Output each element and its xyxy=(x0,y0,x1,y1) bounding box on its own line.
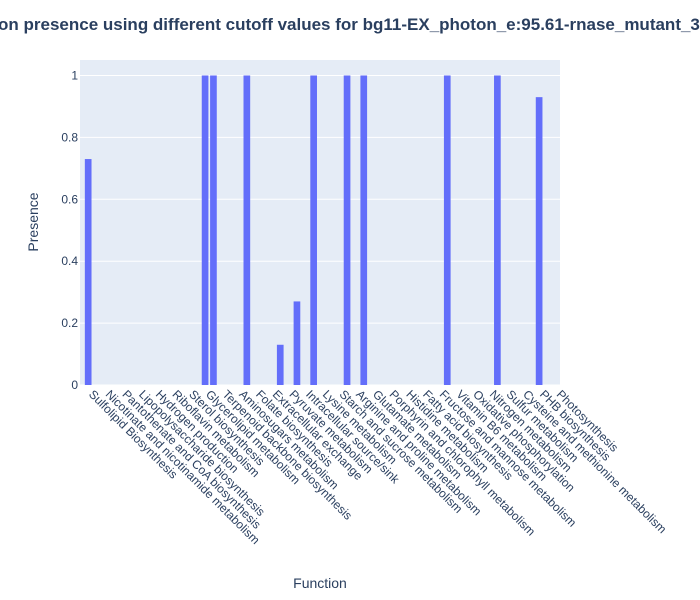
y-axis-title: Presence xyxy=(25,192,41,251)
y-tick-label: 0.6 xyxy=(61,192,78,206)
bar xyxy=(443,75,451,385)
bar xyxy=(360,75,368,385)
plot-area xyxy=(80,60,560,385)
bar xyxy=(293,301,301,385)
bar xyxy=(84,159,92,385)
bar xyxy=(535,97,543,386)
bar xyxy=(201,75,209,385)
bar xyxy=(343,75,351,385)
y-tick-label: 0.2 xyxy=(61,316,78,330)
y-tick-label: 0.4 xyxy=(61,254,78,268)
x-axis-title: Function xyxy=(293,575,347,591)
chart-title: on presence using different cutoff value… xyxy=(0,15,700,34)
bar xyxy=(276,344,284,385)
bar xyxy=(243,75,251,385)
y-tick-label: 0 xyxy=(71,378,78,392)
bar xyxy=(494,75,501,385)
bar xyxy=(310,75,317,385)
bar xyxy=(210,75,217,385)
y-tick-label: 0.8 xyxy=(61,130,78,144)
y-tick-label: 1 xyxy=(71,68,78,82)
